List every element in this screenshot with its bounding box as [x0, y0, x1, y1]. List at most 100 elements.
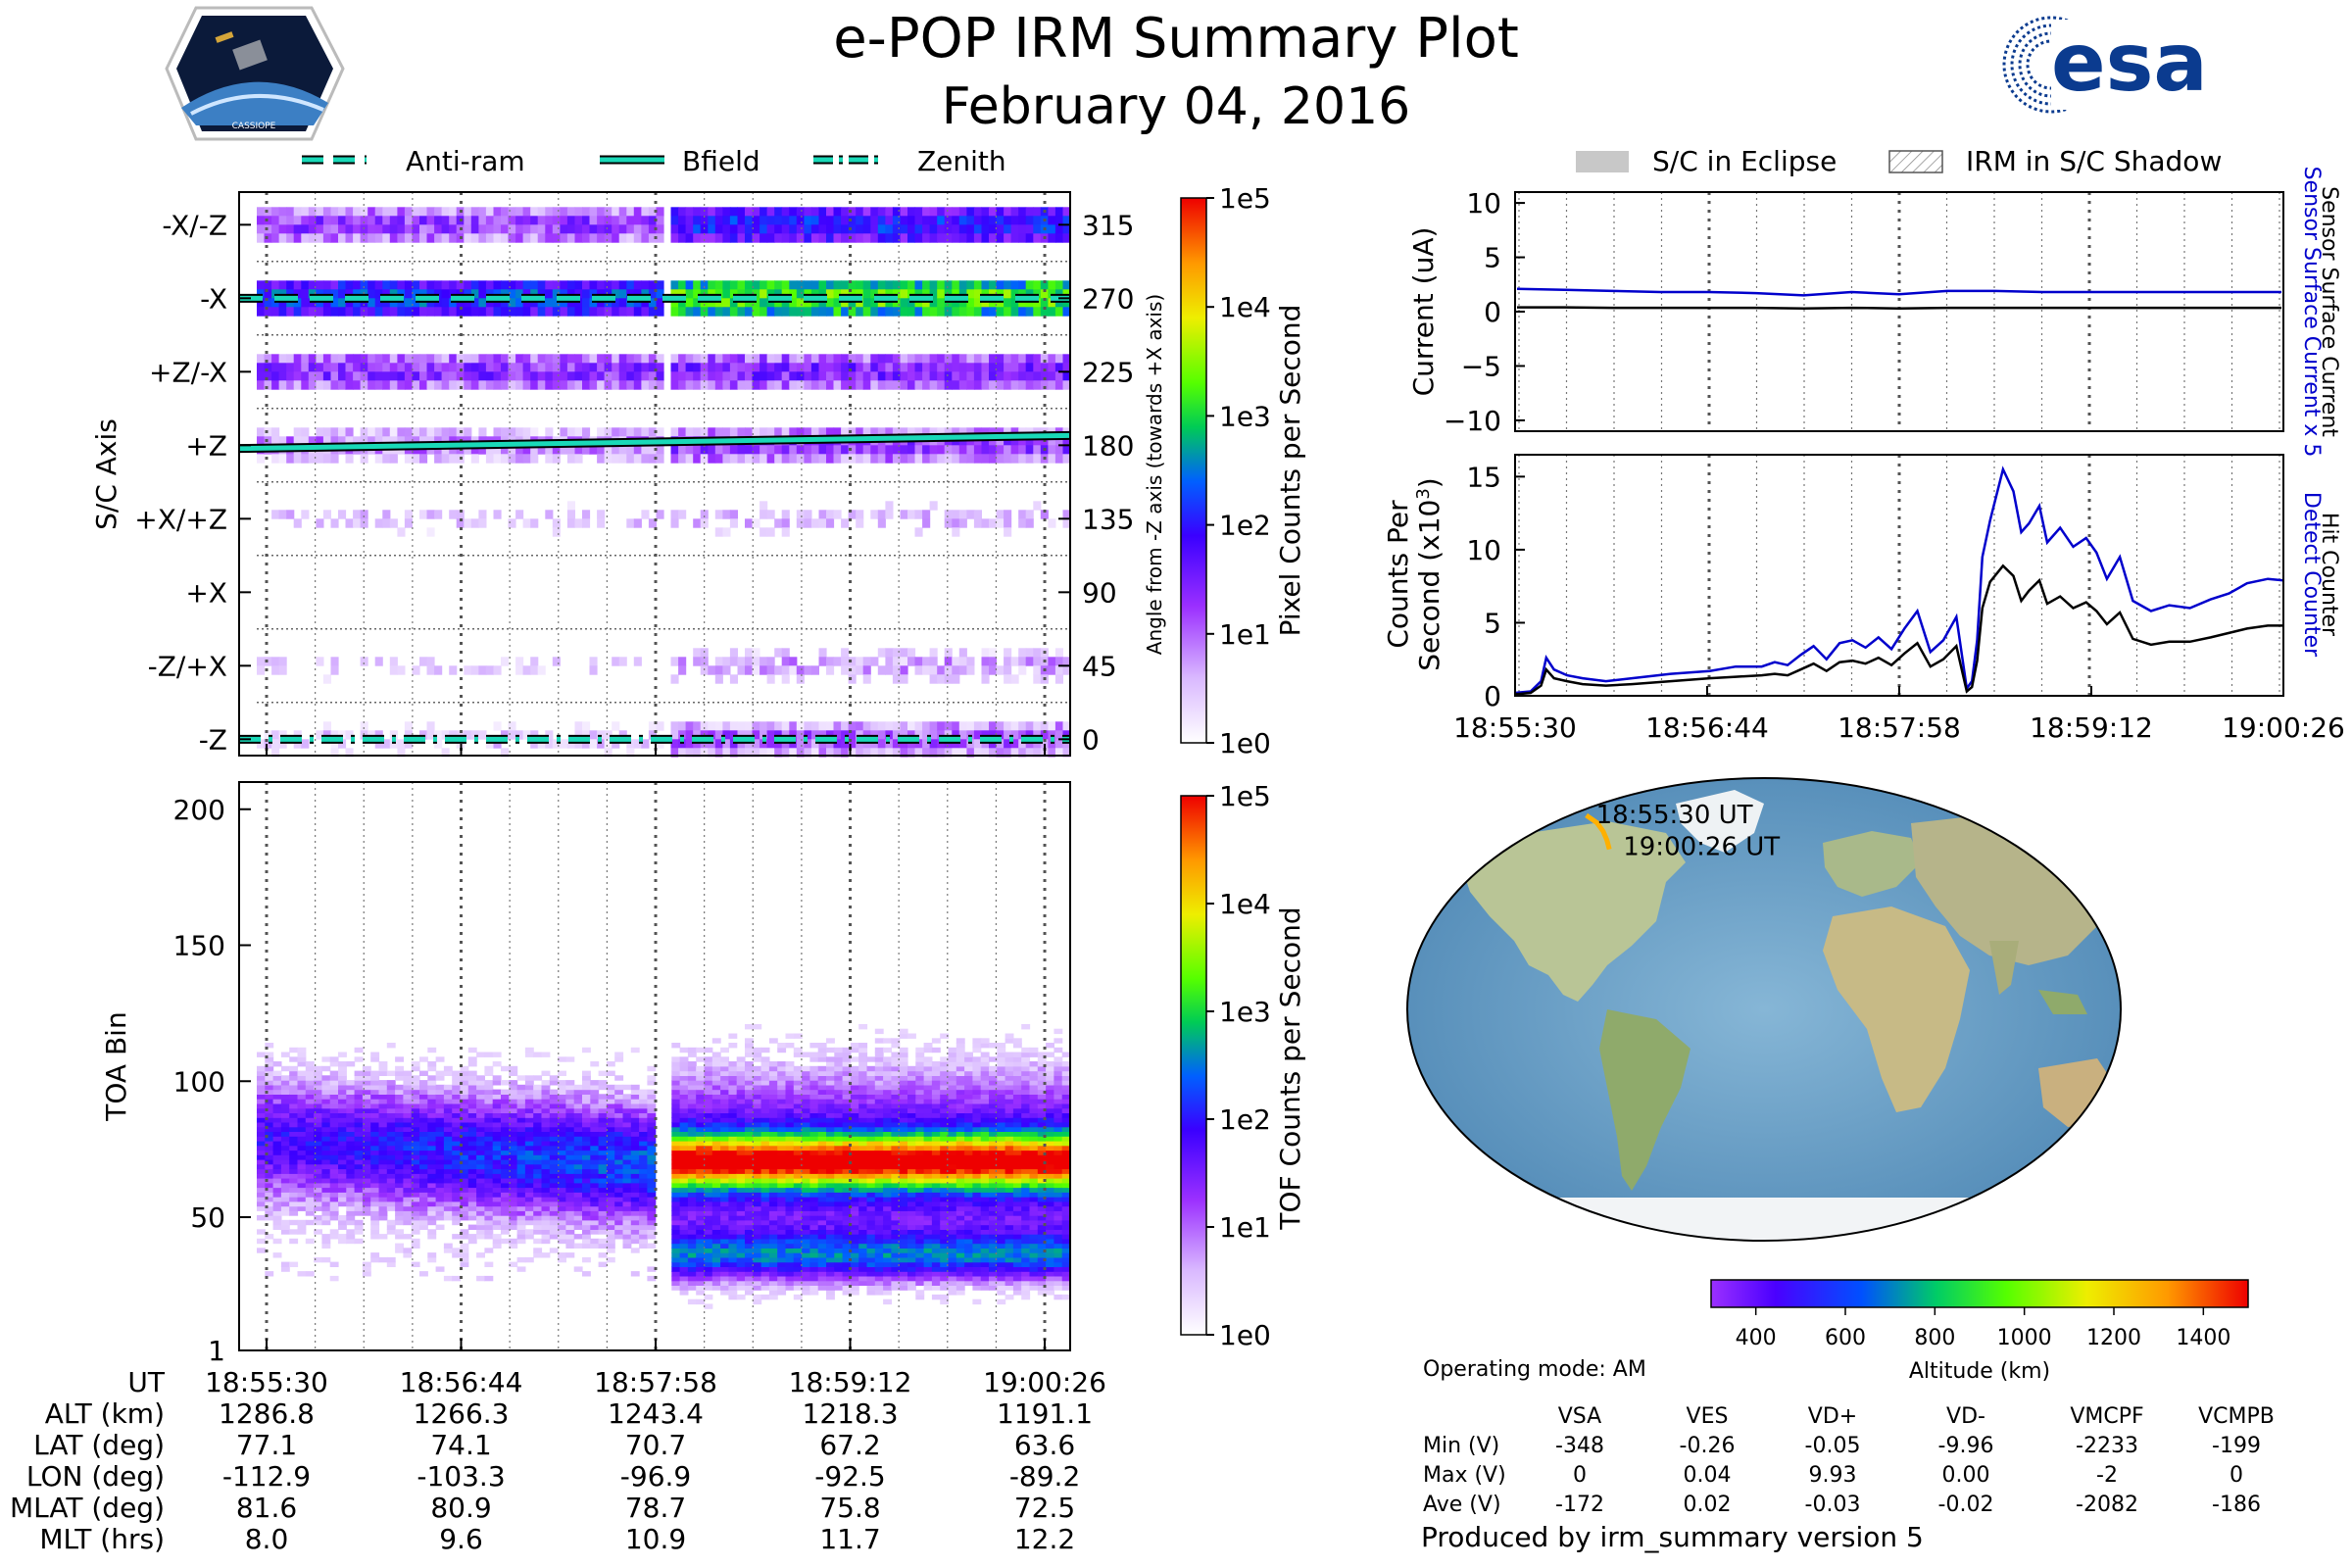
tof-cell	[777, 1065, 787, 1072]
pixel-cell	[464, 730, 472, 740]
tof-cell	[411, 1099, 420, 1104]
tof-cell	[516, 1099, 526, 1104]
tof-cell	[427, 1047, 437, 1054]
pixel-cell	[515, 380, 524, 390]
tof-cell	[329, 1094, 339, 1100]
pixel-cell	[478, 289, 487, 299]
tof-cell	[467, 1126, 477, 1132]
tof-cell	[541, 1117, 551, 1123]
tof-cell	[736, 1080, 746, 1086]
tof-cell	[524, 1075, 534, 1081]
tof-cell	[533, 1126, 543, 1132]
pixel-cell	[278, 280, 287, 290]
pixel-cell	[833, 657, 842, 666]
pixel-cell	[501, 427, 510, 437]
pixel-cell	[1062, 280, 1071, 290]
tof-cell	[736, 1158, 746, 1165]
pixel-cell	[545, 307, 554, 317]
pixel-cell	[493, 280, 502, 290]
tof-cell	[314, 1192, 322, 1198]
pixel-cell	[397, 739, 406, 749]
tof-cell	[533, 1052, 543, 1057]
tof-cell	[687, 1163, 697, 1170]
tof-cell	[549, 1168, 559, 1174]
tof-cell	[704, 1256, 713, 1263]
tof-cell	[467, 1094, 477, 1100]
tof-cell	[289, 1173, 299, 1179]
tof-cell	[452, 1099, 462, 1104]
pixel-cell	[597, 233, 606, 243]
pixel-cell	[368, 233, 376, 243]
pixel-cell	[810, 721, 819, 731]
tof-cell	[639, 1200, 648, 1207]
tof-cell	[484, 1158, 494, 1165]
tof-cell	[704, 1173, 713, 1179]
pixel-cell	[545, 233, 554, 243]
pixel-cell	[870, 657, 879, 666]
tof-cell	[573, 1117, 583, 1123]
tof-cell	[753, 1224, 762, 1230]
tof-cell	[711, 1215, 721, 1221]
pixel-cell	[478, 298, 487, 308]
pixel-cell	[1033, 748, 1042, 758]
pixel-cell	[981, 674, 990, 684]
tof-cell	[427, 1256, 437, 1263]
pixel-cell	[515, 445, 524, 455]
pixel-cell	[856, 307, 864, 317]
tof-cell	[297, 1187, 307, 1193]
pixel-spectrogram-panel: -X/-Z 315-X 270+Z/-X 225+Z 180+X/+Z 135+X 90-Z…	[90, 191, 1166, 758]
pixel-cell	[900, 648, 908, 658]
tof-cell	[647, 1224, 657, 1230]
pixel-cell	[1010, 371, 1019, 381]
tof-cell	[492, 1182, 502, 1189]
pixel-cell	[996, 510, 1004, 519]
tof-cell	[443, 1099, 453, 1104]
tof-cell	[484, 1121, 494, 1128]
pixel-cell	[900, 354, 908, 364]
tof-cell	[582, 1084, 591, 1091]
tof-cell	[745, 1173, 754, 1179]
tof-cell	[679, 1187, 689, 1193]
tof-cell	[720, 1061, 729, 1067]
pixel-cell	[981, 657, 990, 666]
pixel-cell	[714, 307, 723, 317]
pixel-cell	[345, 730, 354, 740]
tof-cell	[338, 1107, 347, 1113]
tof-cell	[321, 1243, 331, 1249]
pixel-cell	[537, 354, 546, 364]
tof-cell	[265, 1070, 274, 1076]
tof-cell	[509, 1238, 518, 1245]
tof-cell	[321, 1205, 331, 1211]
tof-cell	[533, 1224, 543, 1230]
pixel-cell	[714, 280, 723, 290]
pixel-cell	[1004, 674, 1012, 684]
pixel-cell	[264, 233, 272, 243]
pixel-cell	[589, 207, 598, 217]
tof-cell	[329, 1145, 339, 1152]
pixel-cell	[470, 307, 479, 317]
tof-cell	[582, 1145, 591, 1152]
tof-cell	[427, 1229, 437, 1235]
pixel-cell	[574, 307, 583, 317]
pixel-cell	[330, 518, 339, 528]
pixel-cell	[582, 224, 591, 234]
pixel-cell	[470, 298, 479, 308]
tof-cell	[582, 1271, 591, 1277]
tof-cell	[549, 1099, 559, 1104]
tof-cell	[272, 1197, 282, 1202]
tof-cell	[768, 1136, 778, 1142]
tof-cell	[370, 1121, 380, 1128]
tof-cell	[329, 1261, 339, 1267]
tof-cell	[338, 1158, 347, 1165]
pixel-cell	[737, 657, 746, 666]
tof-cell	[671, 1224, 681, 1230]
tof-cell	[443, 1248, 453, 1253]
pixel-cell	[722, 730, 731, 740]
pixel-cell	[996, 721, 1004, 731]
pixel-cell	[1048, 657, 1056, 666]
tof-cell	[671, 1243, 681, 1249]
pixel-cell	[522, 307, 531, 317]
pixel-cell	[278, 307, 287, 317]
pixel-cell	[434, 371, 443, 381]
tof-cell	[354, 1056, 364, 1062]
